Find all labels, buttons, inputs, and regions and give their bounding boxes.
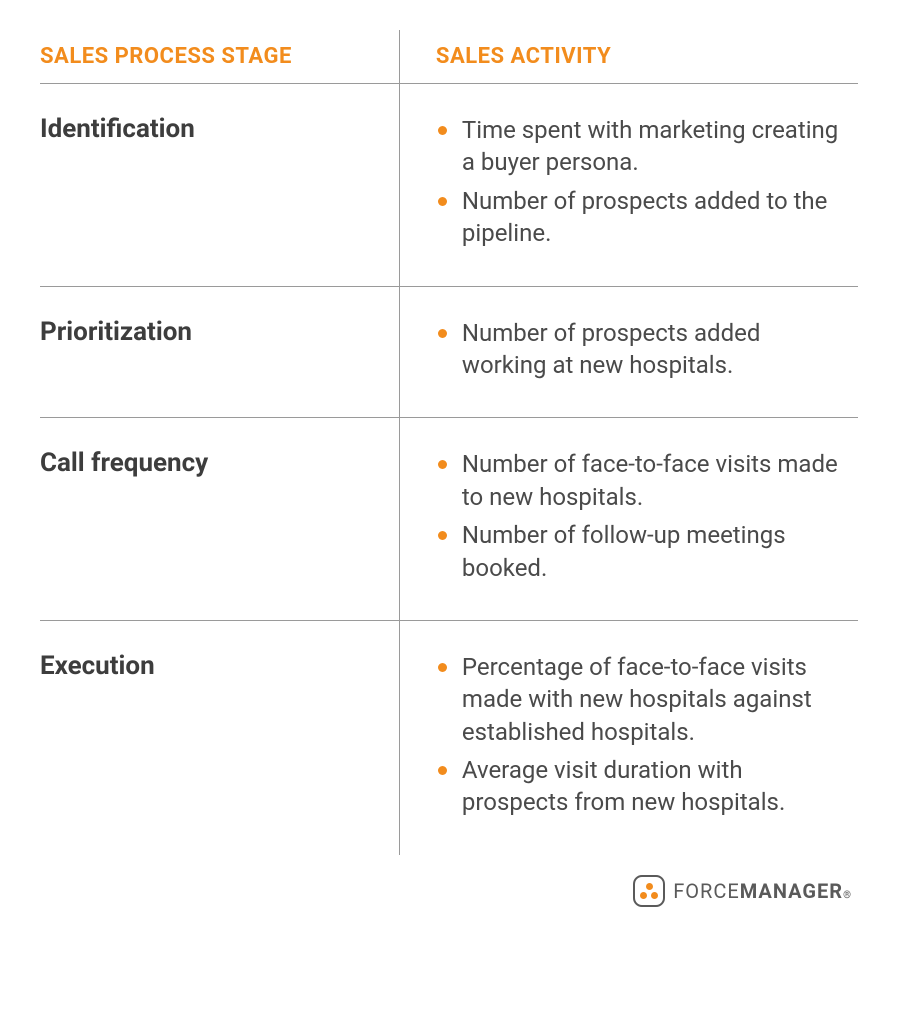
- table-row: Execution Percentage of face-to-face visi…: [40, 621, 858, 855]
- activity-cell: Number of face-to-face visits made to ne…: [400, 418, 858, 620]
- sales-process-table: SALES PROCESS STAGE SALES ACTIVITY Ident…: [40, 30, 858, 855]
- brand-name-light: FORCE: [673, 879, 740, 903]
- table-row: Prioritization Number of prospects added …: [40, 287, 858, 419]
- activity-list: Time spent with marketing creating a buy…: [436, 114, 848, 250]
- activity-item: Percentage of face-to-face visits made w…: [436, 651, 848, 748]
- table-row: Call frequency Number of face-to-face vis…: [40, 418, 858, 621]
- stage-label: Identification: [40, 114, 389, 144]
- activity-item: Number of prospects added to the pipelin…: [436, 185, 848, 250]
- forcemanager-logo-icon: [633, 875, 665, 907]
- brand-registered: ®: [843, 890, 852, 901]
- activity-item: Number of follow-up meetings booked.: [436, 519, 848, 584]
- stage-cell: Execution: [40, 621, 400, 855]
- stage-cell: Prioritization: [40, 287, 400, 418]
- activity-item: Number of prospects added working at new…: [436, 317, 848, 382]
- brand-name: FORCEMANAGER®: [673, 879, 852, 903]
- stage-label: Execution: [40, 651, 389, 681]
- header-stage: SALES PROCESS STAGE: [40, 30, 400, 83]
- activity-list: Number of face-to-face visits made to ne…: [436, 448, 848, 584]
- table-header-row: SALES PROCESS STAGE SALES ACTIVITY: [40, 30, 858, 84]
- stage-label: Prioritization: [40, 317, 389, 347]
- activity-item: Average visit duration with prospects fr…: [436, 754, 848, 819]
- brand-footer: FORCEMANAGER®: [40, 875, 858, 907]
- activity-list: Number of prospects added working at new…: [436, 317, 848, 382]
- stage-label: Call frequency: [40, 448, 389, 478]
- activity-item: Time spent with marketing creating a buy…: [436, 114, 848, 179]
- stage-cell: Call frequency: [40, 418, 400, 620]
- table-row: Identification Time spent with marketing …: [40, 84, 858, 287]
- activity-item: Number of face-to-face visits made to ne…: [436, 448, 848, 513]
- brand-name-bold: MANAGER: [740, 879, 843, 903]
- table-body: Identification Time spent with marketing …: [40, 84, 858, 855]
- activity-cell: Percentage of face-to-face visits made w…: [400, 621, 858, 855]
- activity-list: Percentage of face-to-face visits made w…: [436, 651, 848, 819]
- activity-cell: Time spent with marketing creating a buy…: [400, 84, 858, 286]
- header-activity: SALES ACTIVITY: [400, 30, 858, 83]
- stage-cell: Identification: [40, 84, 400, 286]
- activity-cell: Number of prospects added working at new…: [400, 287, 858, 418]
